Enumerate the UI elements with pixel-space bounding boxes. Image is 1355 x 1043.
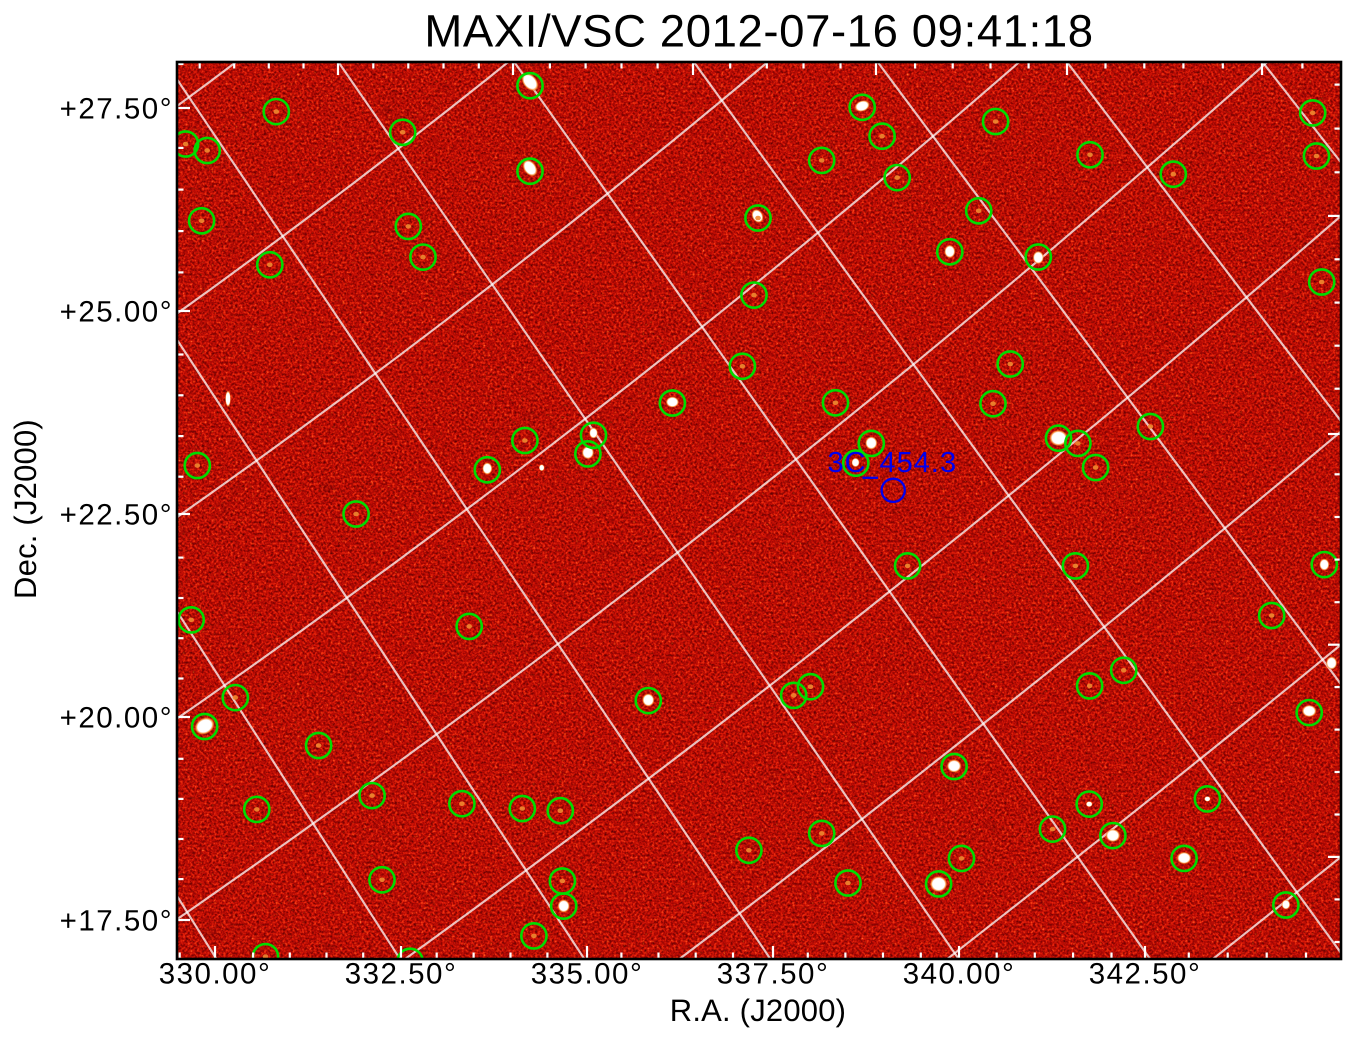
- svg-text:3C: 3C: [828, 447, 867, 479]
- svg-text:+20.00°: +20.00°: [60, 702, 173, 735]
- svg-text:454.3: 454.3: [880, 447, 958, 479]
- svg-text:+27.50°: +27.50°: [60, 93, 173, 126]
- svg-text:Dec. (J2000): Dec. (J2000): [8, 419, 43, 599]
- svg-text:R.A. (J2000): R.A. (J2000): [670, 993, 846, 1028]
- svg-text:+22.50°: +22.50°: [60, 499, 173, 532]
- svg-text:330.00°: 330.00°: [159, 958, 272, 991]
- svg-text:335.00°: 335.00°: [531, 958, 644, 991]
- svg-text:MAXI/VSC 2012-07-16 09:41:18: MAXI/VSC 2012-07-16 09:41:18: [424, 6, 1093, 57]
- svg-text:+17.50°: +17.50°: [60, 905, 173, 938]
- svg-text:+25.00°: +25.00°: [60, 296, 173, 329]
- svg-text:342.50°: 342.50°: [1089, 958, 1202, 991]
- svg-text:332.50°: 332.50°: [345, 958, 458, 991]
- svg-text:340.00°: 340.00°: [903, 958, 1016, 991]
- svg-text:337.50°: 337.50°: [717, 958, 830, 991]
